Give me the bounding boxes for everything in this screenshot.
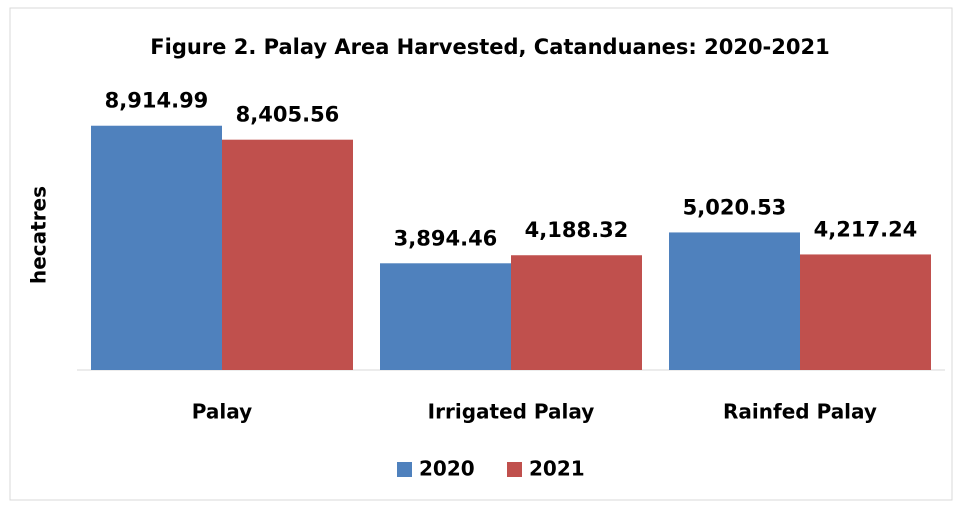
legend-swatch	[507, 462, 522, 477]
bar	[222, 139, 353, 370]
data-label: 8,914.99	[105, 89, 209, 113]
bar	[91, 125, 222, 370]
bar	[669, 232, 800, 370]
x-tick-label: Rainfed Palay	[723, 400, 877, 424]
y-axis-label: hecatres	[27, 186, 51, 284]
chart-title: Figure 2. Palay Area Harvested, Catandua…	[150, 35, 829, 59]
bar	[511, 255, 642, 370]
data-label: 5,020.53	[683, 195, 787, 219]
bar	[800, 254, 931, 370]
data-label: 8,405.56	[236, 103, 340, 127]
x-tick-label: Palay	[192, 400, 252, 424]
legend-label: 2021	[529, 457, 585, 481]
x-tick-label: Irrigated Palay	[428, 400, 595, 424]
data-label: 3,894.46	[394, 226, 498, 250]
legend-label: 2020	[419, 457, 475, 481]
bar	[380, 263, 511, 370]
legend-swatch	[397, 462, 412, 477]
data-label: 4,217.24	[814, 217, 918, 241]
data-label: 4,188.32	[525, 218, 629, 242]
